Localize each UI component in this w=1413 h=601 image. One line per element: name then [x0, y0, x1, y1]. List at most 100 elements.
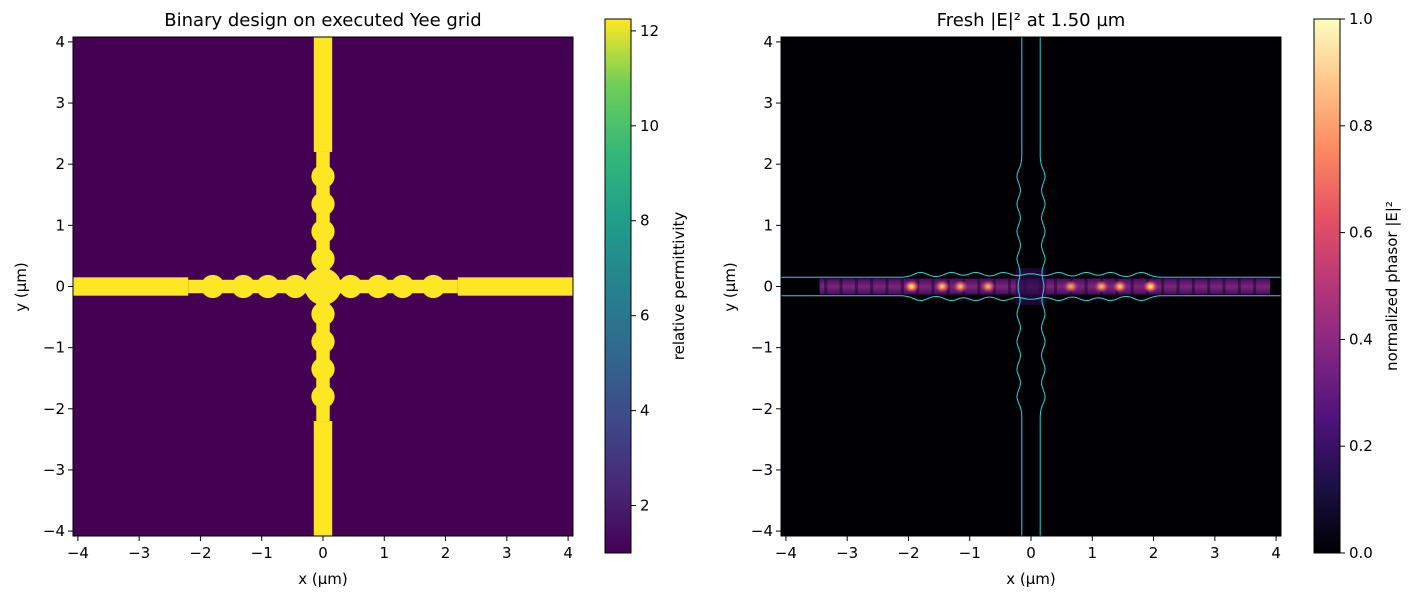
- left-colorbar-label: relative permittivity: [670, 212, 688, 361]
- bump-vertical: [311, 357, 335, 381]
- colorbar-tick-label: 0.4: [1349, 330, 1373, 348]
- permittivity-panel: Binary design on executed Yee grid −4 −3−…: [12, 10, 688, 588]
- x-tick-label: 3: [502, 544, 512, 562]
- right-colorbar-label: normalized phasor |E|²: [1383, 201, 1401, 371]
- waveguide-arm-south: [313, 421, 333, 536]
- y-tick-label: −3: [751, 461, 773, 479]
- left-y-ticks: −4 −3 −2 −1 0 1 2 3 4: [43, 33, 73, 540]
- field-hotspot: [1063, 280, 1079, 293]
- bump-horizontal: [391, 274, 415, 299]
- field-fringe: [1130, 278, 1134, 295]
- x-tick-label: 3: [1210, 544, 1220, 562]
- x-tick-label: −2: [897, 544, 919, 562]
- bump-horizontal: [231, 274, 255, 299]
- colorbar-tick-label: 8: [640, 212, 650, 230]
- x-tick-label: −1: [959, 544, 981, 562]
- structure-outline-top: [781, 271, 1281, 278]
- x-tick-label: 2: [1149, 544, 1159, 562]
- right-colorbar: [1313, 18, 1341, 554]
- left-chart-title: Binary design on executed Yee grid: [164, 10, 481, 31]
- y-tick-label: −4: [751, 522, 773, 540]
- field-fringe: [1253, 278, 1257, 295]
- bump-vertical: [311, 192, 335, 216]
- colorbar-tick-label: 0.2: [1349, 437, 1373, 455]
- colorbar-tick-label: 10: [640, 117, 659, 135]
- field-fringe: [1222, 278, 1226, 295]
- bump-horizontal: [256, 274, 280, 299]
- colorbar-tick-label: 2: [640, 497, 650, 515]
- left-colorbar: [604, 18, 632, 554]
- x-tick-label: −2: [189, 544, 211, 562]
- field-hotspot: [1094, 280, 1109, 293]
- y-tick-label: 1: [763, 216, 773, 234]
- field-fringe: [1161, 278, 1165, 295]
- colorbar-tick-label: 4: [640, 402, 650, 420]
- x-tick-label: 2: [441, 544, 451, 562]
- x-tick-label: 4: [563, 544, 573, 562]
- field-fringe: [885, 278, 889, 295]
- y-tick-label: 3: [55, 94, 65, 112]
- field-fringe: [1207, 278, 1211, 295]
- x-tick-label: 4: [1271, 544, 1281, 562]
- y-tick-label: 2: [55, 155, 65, 173]
- y-tick-label: 4: [55, 33, 65, 51]
- y-tick-label: −2: [43, 400, 65, 418]
- colorbar-tick-label: 0.8: [1349, 117, 1373, 135]
- field-fringe: [870, 278, 874, 295]
- colorbar-tick-label: 12: [640, 22, 659, 40]
- field-hotspot: [934, 280, 950, 293]
- field-intensity-map: [781, 37, 1281, 536]
- bump-horizontal: [283, 274, 308, 299]
- right-y-ticks: −4 −3 −2 −1 0 1 2 3 4: [751, 33, 781, 540]
- bump-vertical: [311, 219, 335, 244]
- x-tick-label: −3: [128, 544, 150, 562]
- bump-vertical: [311, 247, 335, 271]
- field-fringe: [900, 278, 904, 295]
- left-colorbar-ticks: 2 4 6 8 10 12: [631, 22, 659, 515]
- y-tick-label: 1: [55, 216, 65, 234]
- structure-outline-left: [1016, 37, 1023, 536]
- x-tick-label: −4: [67, 544, 89, 562]
- permittivity-structure: [73, 37, 573, 536]
- field-fringe: [1237, 278, 1241, 295]
- x-tick-label: 1: [1088, 544, 1098, 562]
- y-tick-label: −1: [43, 339, 65, 357]
- field-fringe: [1054, 278, 1058, 295]
- colorbar-tick-label: 1.0: [1349, 10, 1373, 28]
- bump-vertical: [311, 329, 335, 354]
- x-tick-label: −3: [836, 544, 858, 562]
- colorbar-tick-label: 6: [640, 307, 650, 325]
- bump-vertical: [311, 384, 335, 409]
- structure-outline-bottom: [781, 295, 1281, 302]
- x-tick-label: 0: [318, 544, 328, 562]
- colorbar-tick-label: 0.0: [1349, 544, 1373, 562]
- x-tick-label: 1: [380, 544, 390, 562]
- field-fringe: [1176, 278, 1180, 295]
- field-hotspot: [1143, 280, 1158, 293]
- crossing-field: [1015, 268, 1047, 305]
- field-fringe: [824, 278, 828, 295]
- right-colorbar-ticks: 0.0 0.2 0.4 0.6 0.8 1.0: [1340, 10, 1373, 562]
- field-fringe: [1084, 278, 1088, 295]
- x-tick-label: −4: [775, 544, 797, 562]
- field-fringe: [931, 278, 935, 295]
- structure-outline-right: [1039, 37, 1046, 536]
- waveguide-arm-north: [313, 37, 333, 152]
- bump-vertical: [311, 164, 335, 189]
- y-tick-label: 4: [763, 33, 773, 51]
- x-tick-label: 0: [1026, 544, 1036, 562]
- field-fringe: [854, 278, 858, 295]
- field-panel: Fresh |E|² at 1.50 µm −4 −3 −2 −1 0 1 2 3 4 −4 −3…: [721, 10, 1401, 588]
- y-tick-label: −4: [43, 522, 65, 540]
- field-hotspot: [904, 280, 919, 293]
- waveguide-arm-east: [457, 277, 573, 296]
- bump-horizontal: [201, 274, 225, 299]
- bump-horizontal: [421, 274, 445, 299]
- y-tick-label: −3: [43, 461, 65, 479]
- field-hotspot: [1112, 280, 1128, 293]
- y-tick-label: −2: [751, 400, 773, 418]
- field-hotspot: [953, 280, 968, 293]
- bump-horizontal: [338, 274, 363, 299]
- y-tick-label: 0: [55, 278, 65, 296]
